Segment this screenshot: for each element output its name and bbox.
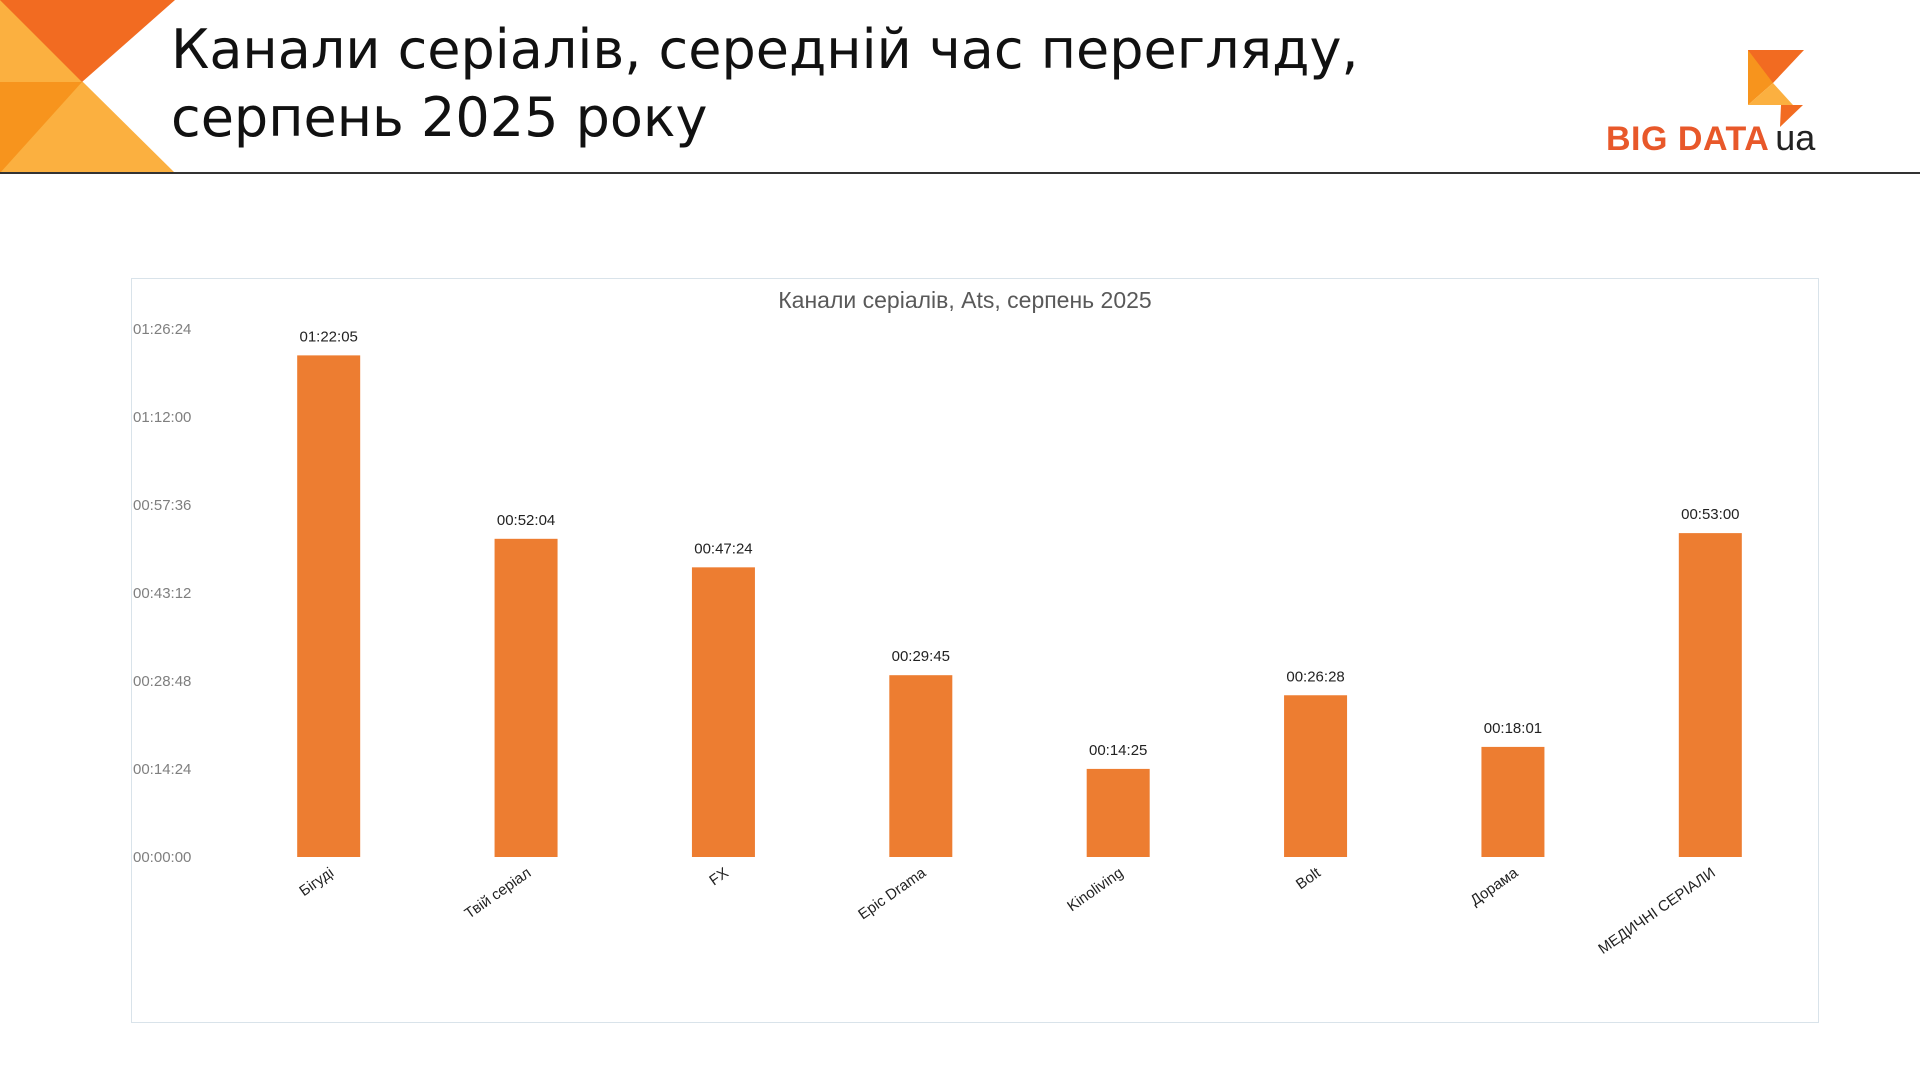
bar — [691, 567, 755, 857]
bar — [1086, 768, 1150, 857]
logo-main-text: BIG DATA — [1606, 120, 1770, 158]
y-tick-label: 01:26:24 — [133, 321, 191, 338]
header-divider — [0, 172, 1920, 174]
x-tick-label: Бігуді — [296, 864, 337, 900]
slide-title: Канали серіалів, середній час перегляду,… — [171, 16, 1359, 152]
x-tick-label: МЕДИЧНІ СЕРІАЛИ — [1595, 864, 1718, 957]
data-label: 01:22:05 — [299, 328, 357, 345]
data-labels: 01:22:05 00:52:04 00:47:24 00:29:45 00:14:25… — [299, 328, 1739, 759]
x-tick-label: FX — [706, 864, 731, 889]
bar — [297, 355, 361, 857]
data-label: 00:53:00 — [1681, 506, 1739, 523]
slide-title-line-1: Канали серіалів, середній час перегляду, — [171, 18, 1359, 81]
bar — [494, 538, 558, 857]
data-label: 00:18:01 — [1484, 720, 1542, 737]
y-axis: 00:00:00 00:14:24 00:28:48 00:43:12 00:57:36… — [133, 321, 191, 866]
y-tick-label: 00:28:48 — [133, 673, 191, 690]
slide-title-line-2: серпень 2025 року — [171, 86, 708, 149]
y-tick-label: 00:57:36 — [133, 497, 191, 514]
chart-title: Канали серіалів, Ats, серпень 2025 — [778, 287, 1151, 313]
data-label: 00:14:25 — [1089, 742, 1147, 759]
logo-text: BIG DATA ua — [1606, 117, 1815, 159]
bar — [889, 675, 953, 857]
data-label: 00:26:28 — [1286, 668, 1344, 685]
data-label: 00:47:24 — [694, 540, 752, 557]
logo-mark-icon — [1748, 50, 1804, 127]
y-tick-label: 00:00:00 — [133, 849, 191, 866]
corner-decoration — [0, 0, 175, 173]
bar — [1284, 695, 1348, 857]
data-label: 00:29:45 — [892, 648, 950, 665]
bar — [1481, 746, 1545, 857]
data-label: 00:52:04 — [497, 512, 555, 529]
bar-chart: Канали серіалів, Ats, серпень 2025 00:00… — [133, 287, 1742, 958]
big-data-ua-logo: BIG DATA ua — [1600, 45, 1830, 160]
logo-suffix-text: ua — [1775, 117, 1816, 158]
x-tick-label: Bolt — [1293, 864, 1325, 893]
x-tick-label: Дорама — [1467, 864, 1522, 909]
x-tick-label: Kinoliving — [1064, 864, 1126, 915]
y-tick-label: 01:12:00 — [133, 409, 191, 426]
x-tick-label: Epic Drama — [855, 864, 929, 923]
y-tick-label: 00:14:24 — [133, 761, 191, 778]
y-tick-label: 00:43:12 — [133, 585, 191, 602]
bars — [297, 355, 1742, 857]
chart-container: Канали серіалів, Ats, серпень 2025 00:00… — [131, 278, 1819, 1023]
bar — [1678, 533, 1742, 857]
x-axis: Бігуді Твій серіал FX Epic Drama Kinoliving B… — [296, 864, 1718, 958]
x-tick-label: Твій серіал — [462, 864, 535, 922]
